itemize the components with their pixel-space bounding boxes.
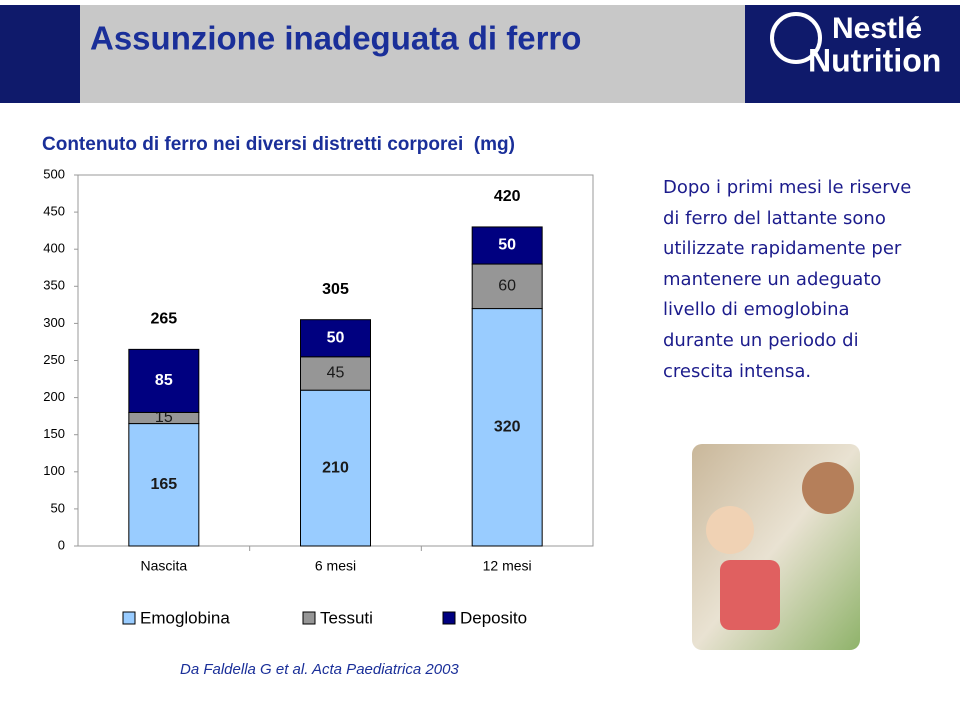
logo-nest	[770, 12, 822, 64]
photo-detail	[706, 506, 754, 554]
legend-label: Deposito	[460, 608, 527, 627]
side-text: Dopo i primi mesi le riserve di ferro de…	[663, 177, 912, 382]
y-tick-label: 150	[43, 426, 65, 441]
chart-title: Contenuto di ferro nei diversi distretti…	[42, 134, 515, 155]
legend-label: Emoglobina	[140, 608, 230, 627]
y-tick-label: 400	[43, 241, 65, 256]
y-tick-label: 100	[43, 463, 65, 478]
y-tick-label: 200	[43, 389, 65, 404]
bar-segment	[300, 356, 371, 391]
bar-segment	[471, 308, 543, 547]
photo-detail	[802, 462, 854, 514]
data-label: 165	[150, 476, 177, 493]
data-label: 210	[322, 459, 349, 476]
y-tick-label: 300	[43, 315, 65, 330]
y-tick-label: 500	[43, 166, 65, 181]
total-label: 305	[322, 281, 349, 298]
legend-swatch	[442, 611, 456, 625]
bar-segment	[128, 423, 200, 547]
slide-title: Assunzione inadeguata di ferro	[90, 20, 581, 57]
header-band	[80, 5, 745, 103]
bar-segment	[128, 348, 200, 413]
bar-segment	[300, 389, 371, 547]
photo-detail	[720, 560, 780, 630]
y-tick-label: 450	[43, 204, 65, 219]
data-label: 50	[327, 329, 345, 346]
data-label: 85	[155, 372, 173, 389]
legend-label: Tessuti	[320, 608, 373, 627]
data-label: 45	[327, 365, 345, 382]
data-label: 320	[494, 418, 521, 435]
data-label: 50	[498, 237, 516, 254]
x-tick-label: Nascita	[140, 558, 187, 574]
total-label: 265	[150, 311, 177, 328]
bar-segment	[471, 263, 543, 310]
data-label: 15	[155, 409, 173, 426]
total-label: 420	[494, 188, 521, 205]
y-tick-label: 50	[51, 500, 65, 515]
logo-text: Nestlé	[832, 12, 922, 45]
source: Da Faldella G et al. Acta Paediatrica 20…	[180, 661, 459, 678]
logo-text: Nutrition	[808, 42, 941, 78]
legend-swatch	[122, 611, 136, 625]
x-tick-label: 12 mesi	[483, 558, 532, 574]
data-label: 60	[498, 278, 516, 295]
x-tick-label: 6 mesi	[315, 558, 356, 574]
y-tick-label: 350	[43, 278, 65, 293]
bar-segment	[471, 226, 543, 265]
legend-swatch	[302, 611, 316, 625]
bar-segment	[300, 319, 371, 358]
y-tick-label: 250	[43, 352, 65, 367]
y-tick-label: 0	[58, 537, 65, 552]
header-block-left	[0, 5, 80, 103]
